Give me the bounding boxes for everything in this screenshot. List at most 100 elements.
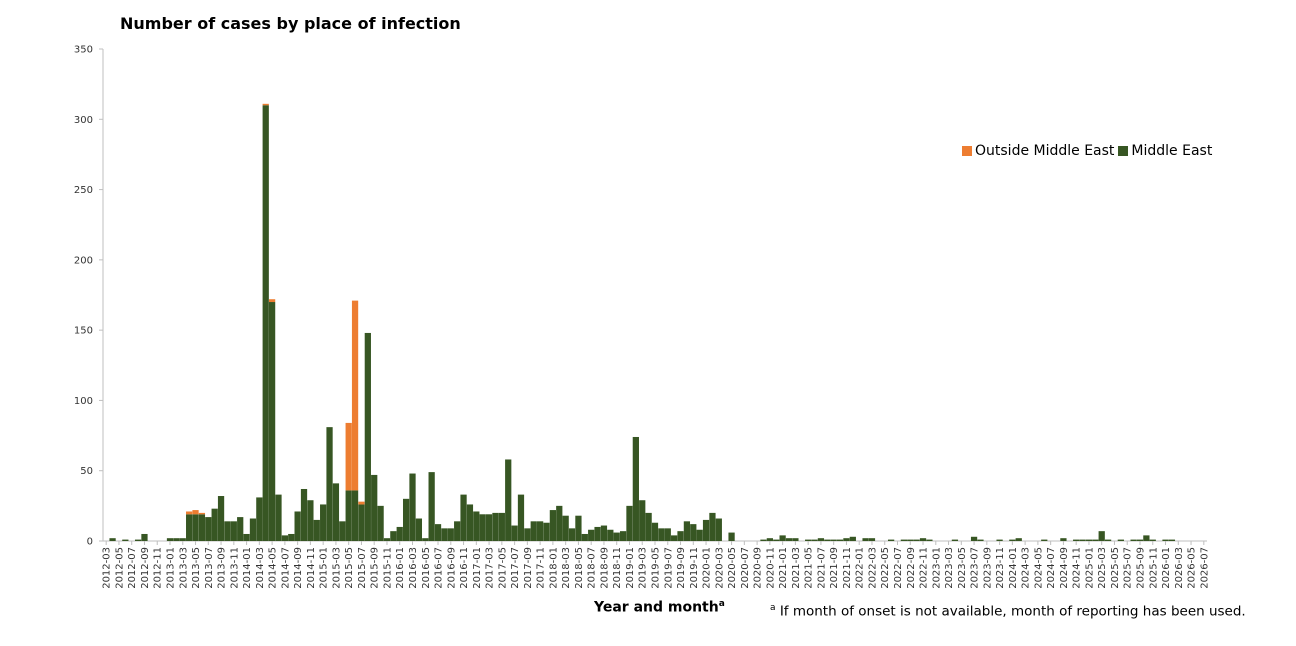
bar-middle-east-2018-11 — [613, 532, 620, 541]
bar-middle-east-2021-08 — [824, 539, 831, 541]
bar-middle-east-2012-04 — [109, 538, 116, 541]
bar-middle-east-2014-03 — [256, 497, 263, 541]
bar-middle-east-2022-09 — [907, 539, 914, 541]
bar-middle-east-2025-08 — [1130, 539, 1137, 541]
bar-middle-east-2013-05 — [192, 514, 199, 541]
x-tick-label: 2018-05 — [574, 547, 585, 589]
bar-middle-east-2016-10 — [454, 521, 461, 541]
x-tick-label: 2026-05 — [1187, 547, 1198, 589]
y-tick-label: 350 — [74, 45, 93, 56]
chart-title: Number of cases by place of infection — [120, 14, 461, 33]
bar-middle-east-2019-09 — [677, 531, 684, 541]
footnote-text: If month of onset is not available, mont… — [779, 603, 1246, 620]
x-tick-label: 2018-01 — [548, 547, 559, 589]
x-tick-label: 2016-07 — [434, 547, 445, 589]
bar-middle-east-2015-10 — [377, 505, 384, 541]
bar-middle-east-2017-08 — [517, 494, 525, 541]
bar-middle-east-2022-08 — [900, 539, 907, 541]
x-tick-label: 2022-09 — [906, 547, 917, 589]
bar-middle-east-2020-01 — [702, 519, 710, 541]
x-tick-label: 2024-11 — [1072, 547, 1083, 589]
x-tick-label: 2016-03 — [408, 547, 419, 589]
bar-outside-middle-east-2013-04 — [186, 511, 193, 515]
bar-outside-middle-east-2013-06 — [198, 512, 206, 515]
bar-middle-east-2018-07 — [588, 529, 595, 541]
x-axis-title-text: Year and month — [594, 599, 719, 616]
bar-middle-east-2023-08 — [977, 539, 984, 541]
bar-middle-east-2018-03 — [562, 515, 569, 541]
bar-middle-east-2018-01 — [549, 510, 557, 541]
x-tick-label: 2025-07 — [1123, 547, 1134, 589]
bar-middle-east-2018-06 — [581, 533, 588, 541]
bar-middle-east-2019-01 — [626, 505, 633, 541]
bar-middle-east-2014-07 — [281, 535, 288, 541]
bar-middle-east-2017-10 — [530, 521, 537, 541]
x-tick-label: 2019-07 — [663, 547, 674, 589]
x-tick-label: 2014-03 — [255, 547, 266, 589]
bar-middle-east-2019-06 — [658, 528, 665, 541]
x-tick-label: 2012-05 — [114, 547, 125, 589]
x-tick-label: 2013-09 — [217, 547, 228, 589]
bar-middle-east-2019-04 — [645, 512, 652, 541]
x-tick-label: 2026-07 — [1199, 547, 1210, 589]
bar-middle-east-2021-11 — [843, 538, 850, 541]
bar-middle-east-2014-01 — [243, 533, 250, 541]
bar-middle-east-2014-05 — [268, 302, 276, 541]
bar-middle-east-2013-07 — [205, 517, 212, 541]
x-tick-label: 2021-03 — [791, 547, 802, 589]
x-tick-label: 2013-11 — [229, 547, 240, 589]
legend-item-outside-middle-east: Outside Middle East — [962, 143, 1114, 159]
bar-outside-middle-east-2014-05 — [268, 299, 276, 303]
x-tick-label: 2019-09 — [676, 547, 687, 589]
footnote: a If month of onset is not available, mo… — [770, 603, 1246, 620]
x-tick-label: 2024-09 — [1059, 547, 1070, 589]
bars-layer — [109, 103, 1176, 541]
x-tick-label: 2020-03 — [714, 547, 725, 589]
x-tick-label: 2023-01 — [931, 547, 942, 589]
x-tick-label: 2012-03 — [102, 547, 113, 589]
bar-middle-east-2021-12 — [849, 536, 856, 541]
bar-middle-east-2018-09 — [600, 525, 608, 541]
y-tick-label: 300 — [74, 115, 93, 126]
bar-middle-east-2018-04 — [568, 528, 576, 541]
x-tick-label: 2016-01 — [395, 547, 406, 589]
bar-middle-east-2015-04 — [339, 521, 346, 541]
bar-middle-east-2013-01 — [166, 538, 174, 541]
bar-middle-east-2021-09 — [830, 539, 837, 541]
bar-middle-east-2017-02 — [479, 514, 486, 541]
bar-middle-east-2025-04 — [1104, 539, 1112, 541]
bar-middle-east-2025-03 — [1098, 531, 1105, 541]
bar-middle-east-2014-12 — [313, 519, 320, 541]
x-tick-label: 2017-01 — [472, 547, 483, 589]
legend-swatch-middle-east — [1118, 146, 1129, 156]
bar-middle-east-2012-09 — [141, 533, 148, 541]
bar-middle-east-2021-07 — [817, 538, 825, 541]
x-axis-title-marker: a — [718, 599, 725, 609]
bar-middle-east-2013-04 — [186, 514, 193, 541]
x-tick-label: 2018-09 — [599, 547, 610, 589]
x-tick-label: 2019-03 — [638, 547, 649, 589]
x-tick-label: 2024-03 — [1021, 547, 1032, 589]
bar-middle-east-2021-01 — [779, 535, 786, 541]
bar-middle-east-2016-06 — [428, 472, 435, 541]
bar-middle-east-2021-05 — [805, 539, 812, 541]
footnote-marker: a — [770, 603, 776, 613]
x-tick-label: 2021-09 — [829, 547, 840, 589]
x-tick-label: 2021-01 — [778, 547, 789, 589]
x-tick-label: 2020-11 — [765, 547, 776, 589]
bar-middle-east-2025-01 — [1085, 539, 1093, 541]
x-axis-title: Year and montha — [594, 599, 725, 616]
x-tick-label: 2020-09 — [753, 547, 764, 589]
y-tick-label: 0 — [87, 537, 93, 548]
bar-middle-east-2026-02 — [1168, 539, 1176, 541]
bar-middle-east-2020-05 — [728, 532, 735, 541]
x-tick-label: 2014-05 — [268, 547, 279, 589]
bar-middle-east-2019-08 — [671, 535, 678, 541]
x-tick-label: 2016-05 — [421, 547, 432, 589]
x-tick-label: 2017-11 — [536, 547, 547, 589]
x-tick-label: 2025-05 — [1110, 547, 1121, 589]
bar-middle-east-2022-10 — [913, 539, 920, 541]
x-tick-label: 2014-11 — [306, 547, 317, 589]
bar-middle-east-2023-04 — [951, 539, 959, 541]
bar-middle-east-2013-11 — [230, 521, 237, 541]
